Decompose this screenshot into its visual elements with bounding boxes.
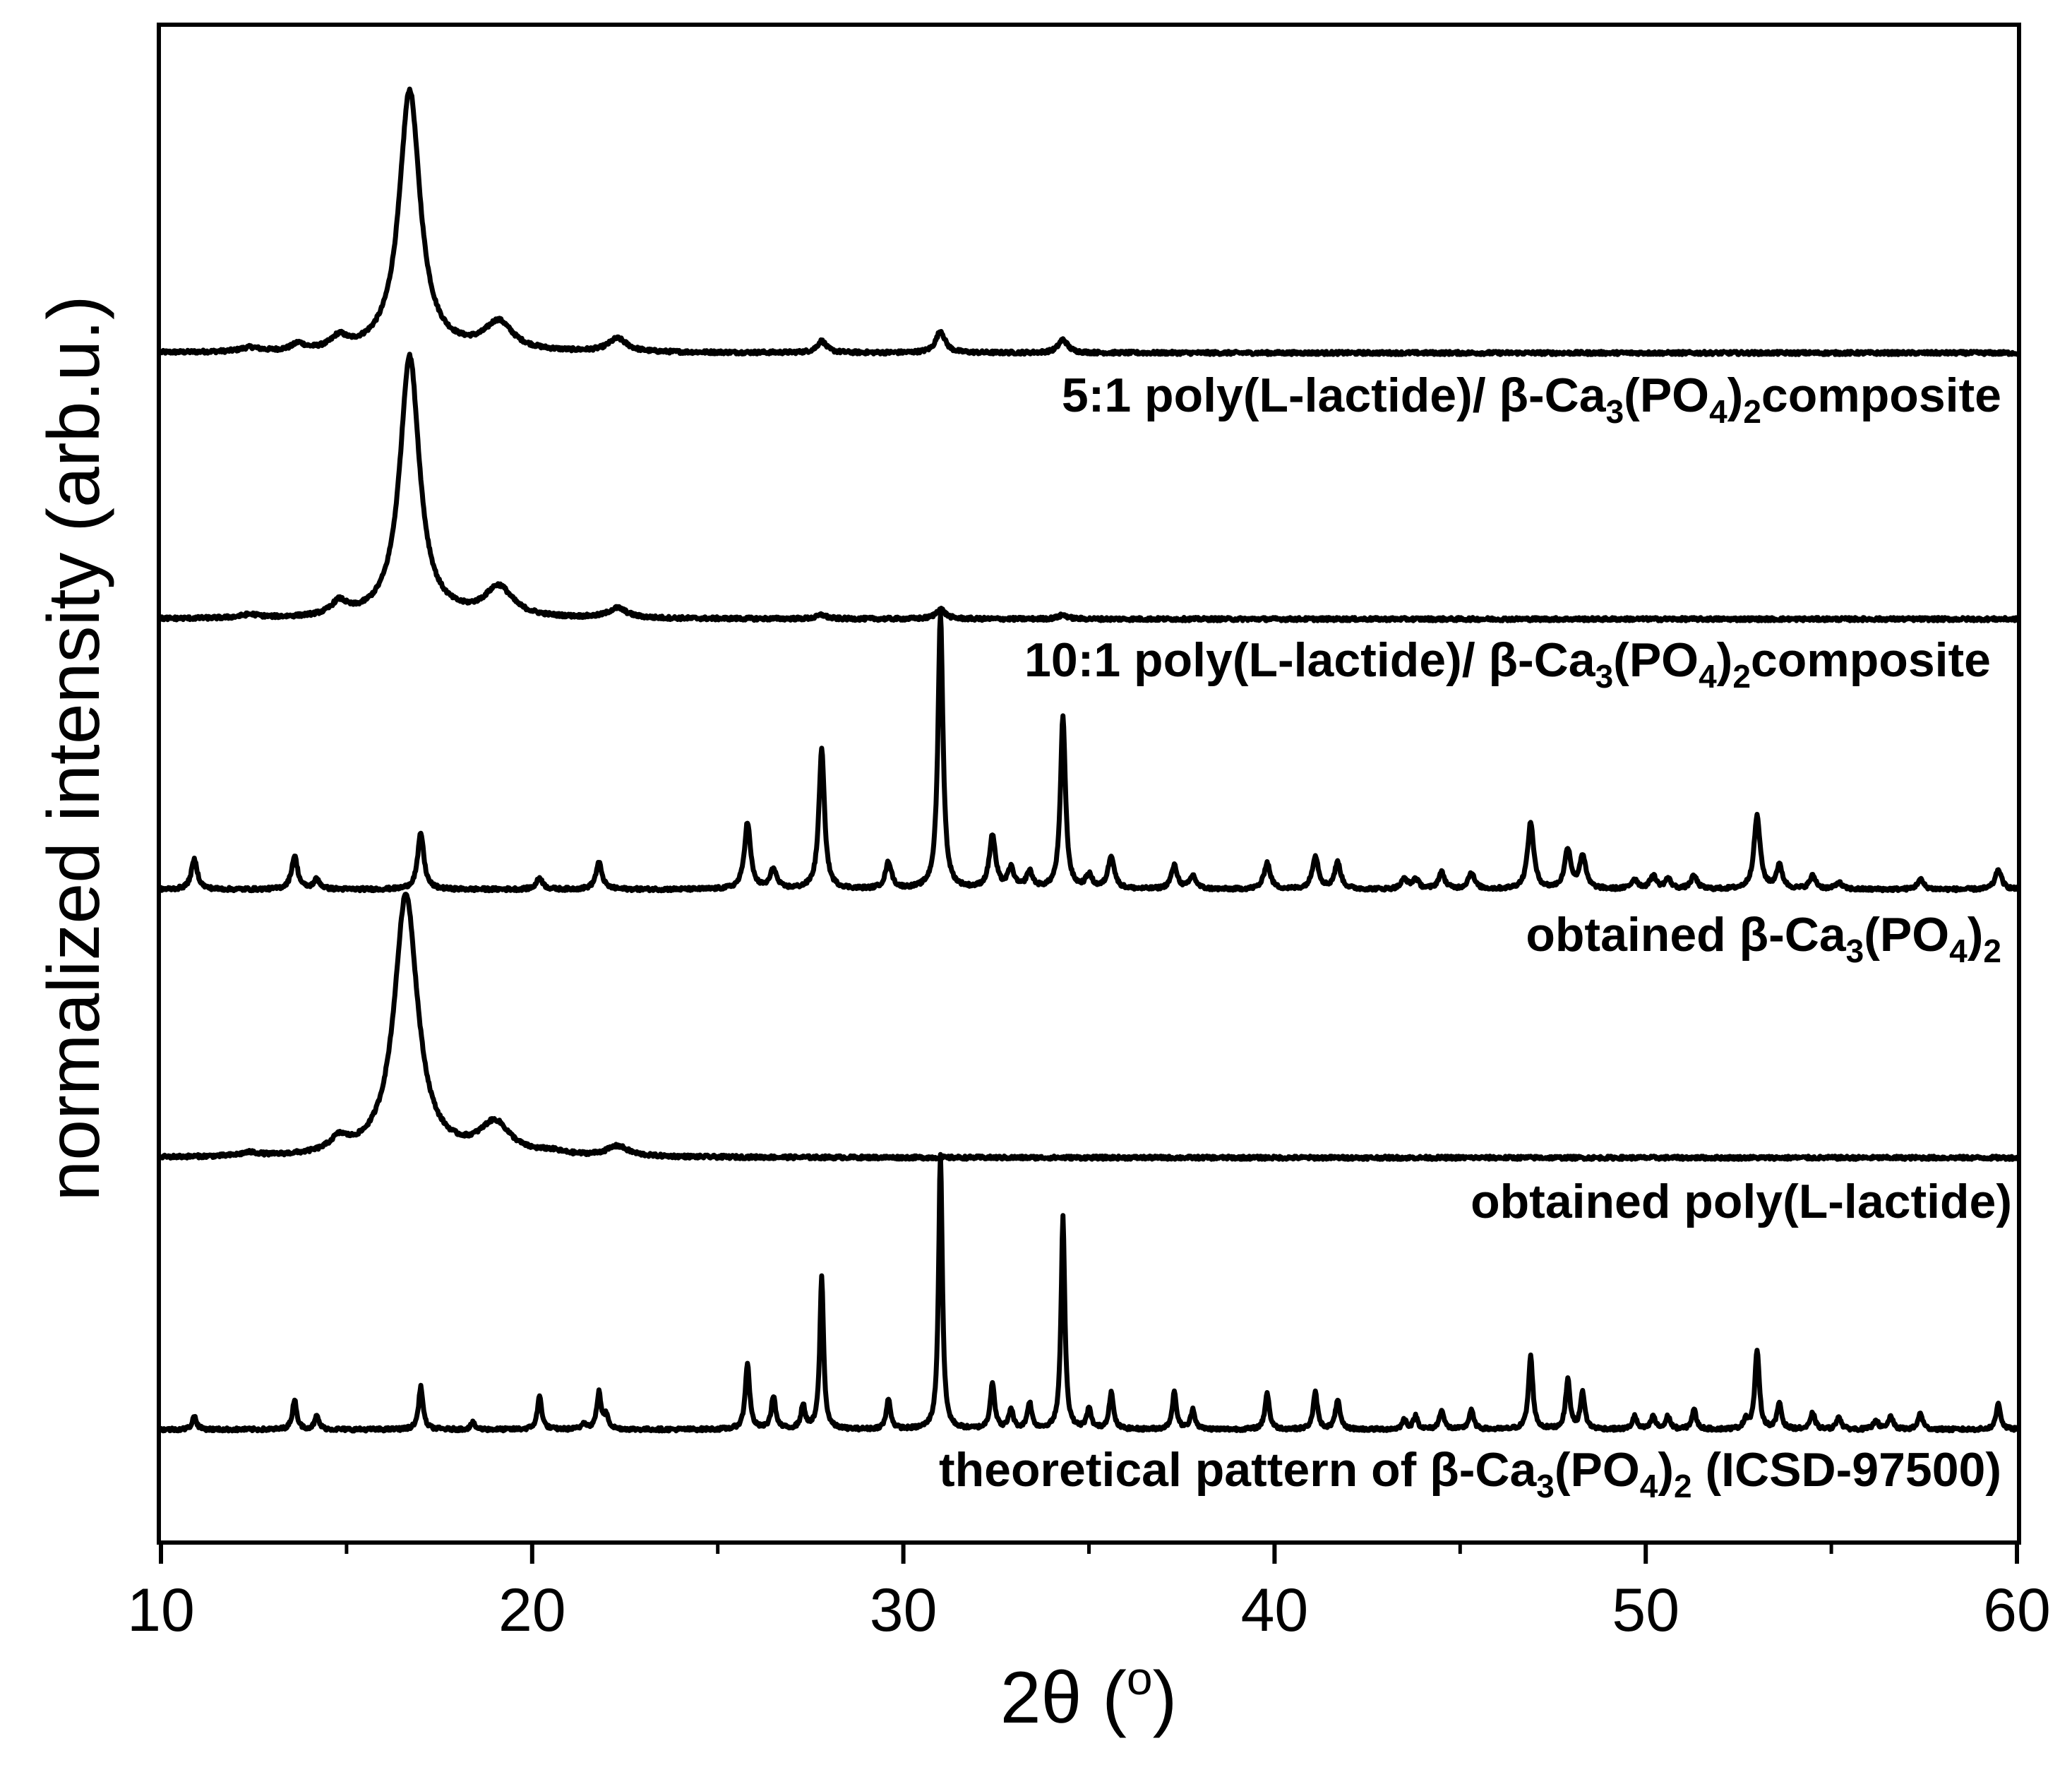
series-traces [158,86,2020,1434]
label-text: (PO [1613,633,1699,687]
label-subscript: 4 [1699,658,1717,695]
label-subscript: 2 [1983,933,2001,969]
label-subscript: 2 [1732,658,1751,695]
x-axis-title-main: 2θ ( [1000,1657,1127,1739]
x-axis-title: 2θ (o) [1000,1652,1178,1739]
series-labels: 5:1 poly(L-lactide)/ β-Ca3(PO4)2composit… [939,369,2012,1504]
label-text: (PO [1555,1443,1640,1497]
label-text: ) [1968,908,1984,962]
label-text: (PO [1864,908,1949,962]
label-subscript: 4 [1949,933,1968,969]
series-label-3: obtained β-Ca3(PO4)2 [1526,908,2001,969]
x-tick-label-10: 10 [127,1576,195,1644]
label-text: composite [1751,633,1991,687]
label-text: ) [1658,1443,1674,1497]
label-subscript: 3 [1595,658,1614,695]
x-tick-label-20: 20 [498,1576,566,1644]
y-axis-title: normalized intensity (arb.u.) [33,295,115,1201]
label-subscript: 3 [1536,1468,1555,1504]
xrd-trace-3 [158,612,2020,894]
x-tick-label-40: 40 [1241,1576,1309,1644]
x-tick-label-50: 50 [1612,1576,1679,1644]
label-text: obtained poly(L-lactide) [1471,1175,2012,1228]
label-text: theoretical pattern of β-Ca [939,1443,1537,1497]
label-text: 10:1 poly(L-lactide)/ β-Ca [1024,633,1596,687]
series-label-2: 10:1 poly(L-lactide)/ β-Ca3(PO4)2composi… [1024,633,1991,695]
label-text: obtained β-Ca [1526,908,1846,962]
label-text: (PO [1624,369,1709,422]
x-axis: 10 20 30 40 50 60 [127,1543,2051,1644]
x-axis-title-sup: o [1127,1652,1153,1704]
series-label-5: theoretical pattern of β-Ca3(PO4)2 (ICSD… [939,1443,2001,1504]
label-subscript: 3 [1846,933,1864,969]
plot-frame [157,23,2021,1545]
label-text: 5:1 poly(L-lactide)/ β-Ca [1062,369,1607,422]
label-subscript: 4 [1709,393,1727,430]
xrd-trace-4 [158,892,2020,1162]
label-subscript: 2 [1674,1468,1692,1504]
label-subscript: 3 [1606,393,1624,430]
x-tick-label-30: 30 [870,1576,938,1644]
label-text: ) [1717,633,1733,687]
x-tick-label-60: 60 [1983,1576,2051,1644]
series-label-1: 5:1 poly(L-lactide)/ β-Ca3(PO4)2composit… [1062,369,2001,430]
label-text: composite [1761,369,2001,422]
xrd-trace-5 [158,1151,2020,1434]
xrd-trace-1 [158,86,2020,357]
label-text: (ICSD-97500) [1692,1443,2001,1497]
label-text: ) [1727,369,1744,422]
label-subscript: 2 [1743,393,1761,430]
series-label-4: obtained poly(L-lactide) [1471,1175,2012,1228]
xrd-trace-2 [158,352,2020,623]
x-axis-title-close: ) [1153,1657,1178,1739]
label-subscript: 4 [1640,1468,1658,1504]
